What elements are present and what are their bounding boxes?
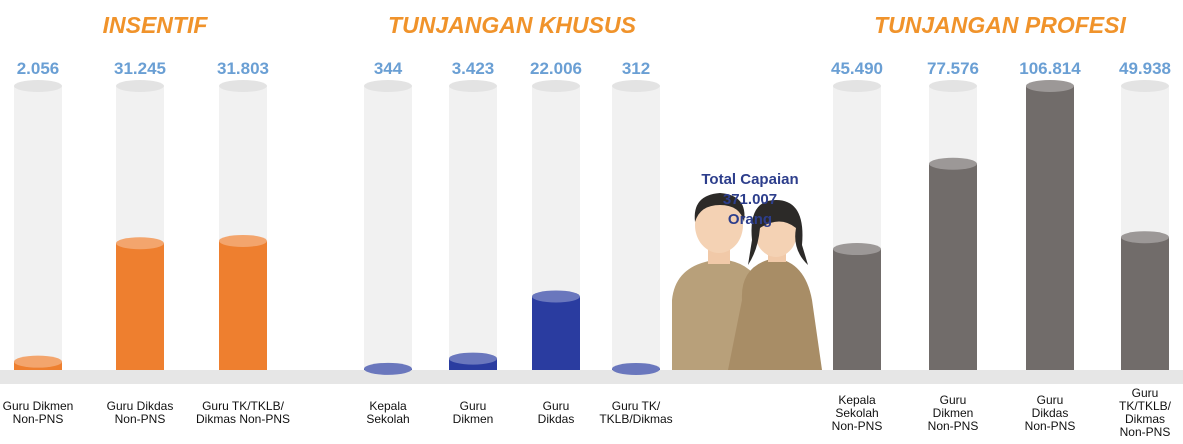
cylinder-body bbox=[612, 86, 660, 370]
cylinder-top bbox=[116, 80, 164, 92]
bar bbox=[116, 243, 164, 370]
bar-cap bbox=[929, 157, 977, 170]
bar-cap bbox=[449, 352, 497, 365]
bar bbox=[219, 240, 267, 370]
value-label: 3.423 bbox=[452, 59, 495, 78]
bar-cap bbox=[219, 234, 267, 247]
category-label: Guru Dikmen bbox=[452, 399, 494, 426]
people-illustration bbox=[672, 193, 822, 370]
total-value: 371.007 bbox=[723, 191, 777, 208]
value-label: 22.006 bbox=[530, 59, 582, 78]
cylinder-top bbox=[612, 80, 660, 92]
category-label: Guru TK/TKLB/ Dikmas Non-PNS bbox=[1118, 386, 1171, 439]
category-label: Guru Dikdas bbox=[537, 399, 575, 426]
cylinder-top bbox=[532, 80, 580, 92]
bar bbox=[532, 296, 580, 370]
bar-cap bbox=[364, 362, 412, 375]
category-label: Guru TK/ TKLB/Dikmas bbox=[599, 399, 673, 426]
group-title: TUNJANGAN KHUSUS bbox=[388, 12, 637, 38]
bar bbox=[833, 249, 881, 370]
bar-cap bbox=[1121, 231, 1169, 244]
group-title: TUNJANGAN PROFESI bbox=[874, 12, 1126, 38]
bar-cap bbox=[1026, 80, 1074, 92]
value-label: 344 bbox=[374, 59, 403, 78]
cylinder-top bbox=[219, 80, 267, 92]
cylinder-body bbox=[449, 86, 497, 370]
category-label: Guru Dikmen Non-PNS bbox=[927, 392, 979, 433]
cylinder-top bbox=[364, 80, 412, 92]
category-label: Guru TK/TKLB/ Dikmas Non-PNS bbox=[195, 399, 291, 426]
cylinder-top bbox=[14, 80, 62, 92]
cylinder-body bbox=[14, 86, 62, 370]
category-label: Guru Dikdas Non-PNS bbox=[1024, 392, 1076, 433]
group-title: INSENTIF bbox=[103, 12, 209, 38]
cylinder-top bbox=[833, 80, 881, 92]
category-label: Kepala Sekolah Non-PNS bbox=[831, 392, 883, 433]
baseline-strip bbox=[0, 370, 1183, 384]
bar-cap bbox=[532, 290, 580, 303]
bar-cap bbox=[612, 362, 660, 375]
value-label: 106.814 bbox=[1019, 59, 1081, 78]
category-label: Guru Dikdas Non-PNS bbox=[106, 399, 174, 426]
value-label: 31.245 bbox=[114, 59, 166, 78]
cylinder-top bbox=[1121, 80, 1169, 92]
cylinder-top bbox=[929, 80, 977, 92]
total-label: Total Capaian bbox=[701, 171, 798, 188]
bar-cap bbox=[116, 237, 164, 250]
cylinder-body bbox=[364, 86, 412, 370]
bar-cap bbox=[833, 243, 881, 256]
bar-cap bbox=[14, 355, 62, 368]
value-label: 312 bbox=[622, 59, 650, 78]
category-label: Kepala Sekolah bbox=[366, 399, 410, 426]
value-label: 31.803 bbox=[217, 59, 269, 78]
value-label: 2.056 bbox=[17, 59, 60, 78]
bar bbox=[929, 163, 977, 370]
value-label: 49.938 bbox=[1119, 59, 1171, 78]
cylinder-top bbox=[449, 80, 497, 92]
value-label: 45.490 bbox=[831, 59, 883, 78]
value-label: 77.576 bbox=[927, 59, 979, 78]
bar bbox=[1121, 237, 1169, 370]
category-label: Guru Dikmen Non-PNS bbox=[2, 399, 74, 426]
bar bbox=[1026, 86, 1074, 370]
total-unit: Orang bbox=[728, 211, 772, 228]
